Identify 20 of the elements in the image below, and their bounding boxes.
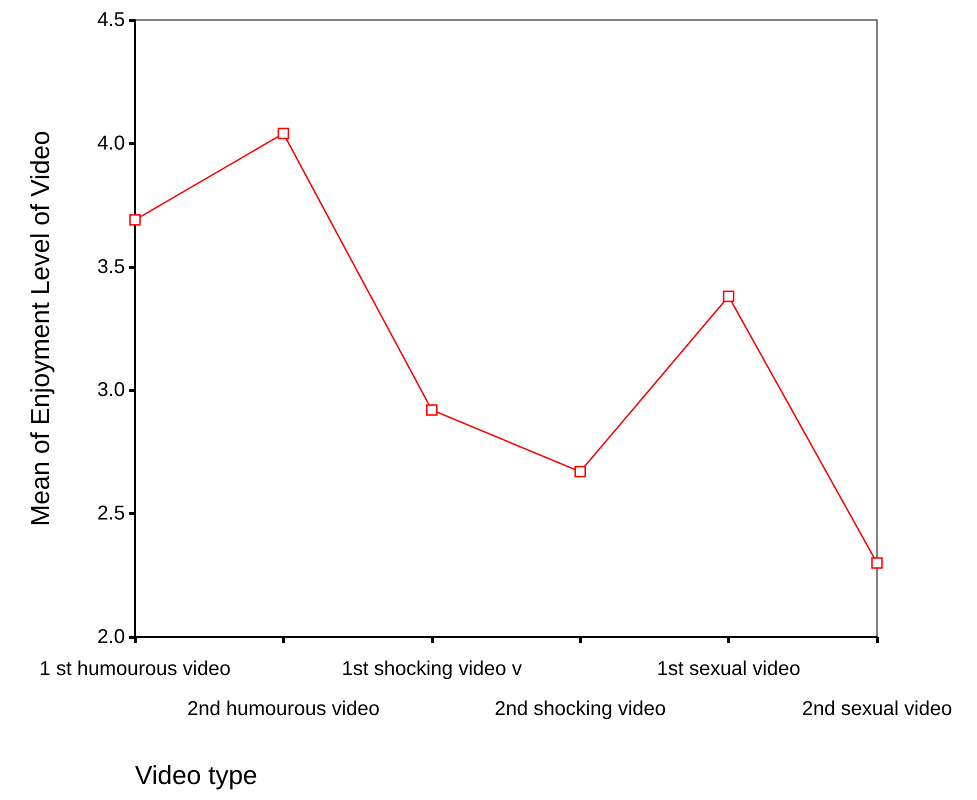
point [129,214,141,226]
x-tick-label: 2nd humourous video [187,698,380,720]
y-tick-label: 4.5 [97,9,125,31]
y-tick-label: 2.5 [97,502,125,525]
y-tick-label: 2.0 [97,626,125,648]
x-tick-label: 1 st humourous video [39,658,231,680]
x-tick-label: 2nd sexual video [802,698,952,720]
point [278,128,290,140]
point [426,404,438,416]
x-tick-label: 1st shocking video v [342,658,522,680]
point [722,290,734,302]
x-tick-label: 2nd shocking video [494,698,666,720]
point [574,466,586,478]
y-tick-label: 3.5 [97,256,125,278]
x-axis-title: Video type [135,760,258,790]
x-tick-label: 1st sexual video [656,658,800,680]
y-tick-label: 4.0 [97,132,125,154]
point [871,557,883,569]
y-tick-label: 3.0 [97,379,125,402]
y-axis-title: Mean of Enjoyment Level of Video [25,130,55,526]
